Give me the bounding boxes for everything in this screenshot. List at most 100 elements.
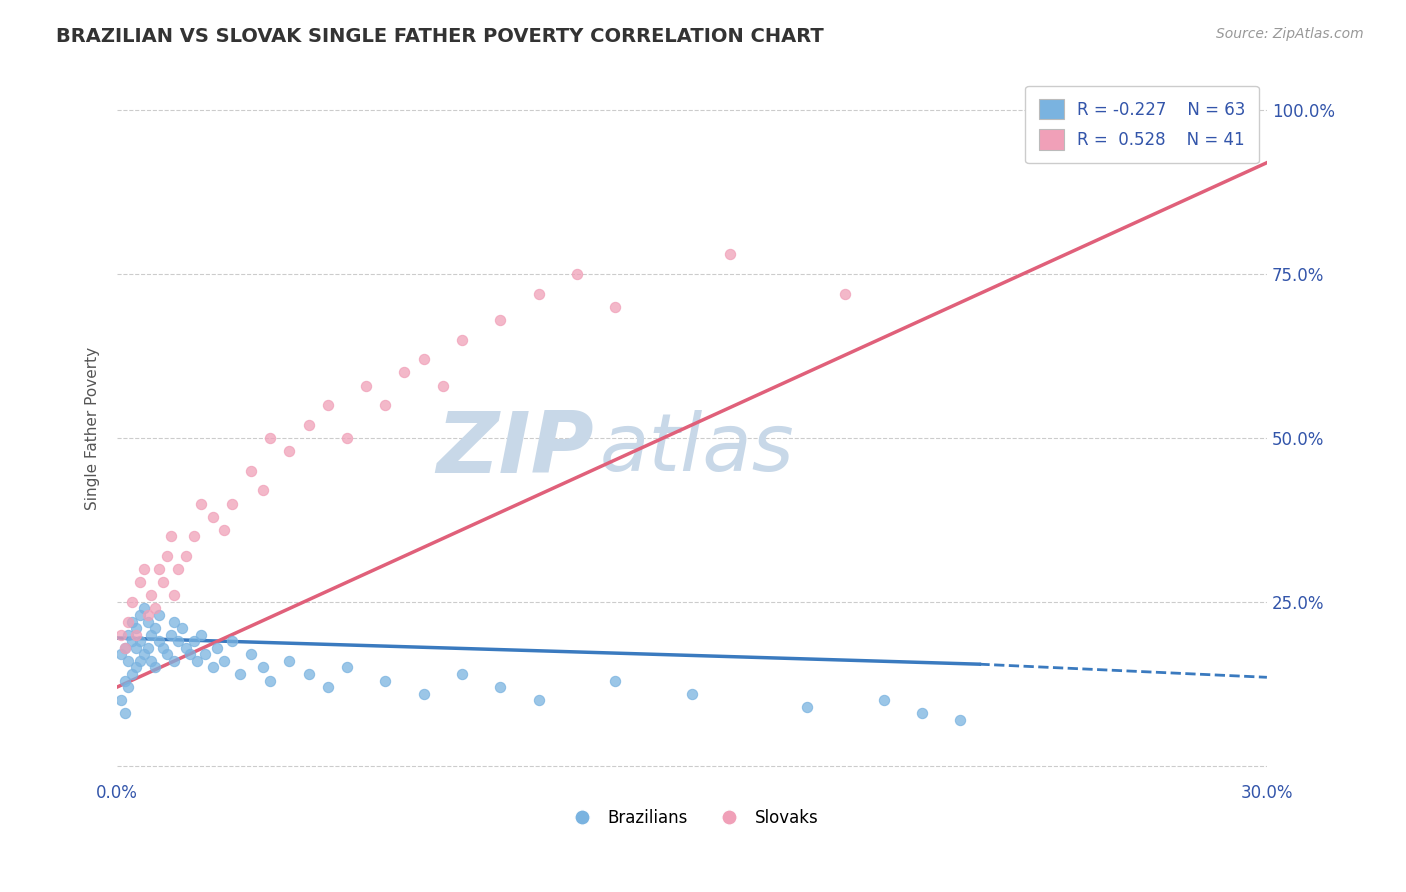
Point	[136, 607, 159, 622]
Point	[125, 660, 148, 674]
Point	[336, 660, 359, 674]
Point	[163, 654, 186, 668]
Point	[201, 660, 224, 674]
Point	[278, 654, 301, 668]
Point	[121, 595, 143, 609]
Point	[129, 575, 152, 590]
Point	[152, 640, 174, 655]
Point	[316, 680, 339, 694]
Point	[121, 615, 143, 629]
Point	[872, 693, 894, 707]
Point	[451, 333, 474, 347]
Point	[183, 634, 205, 648]
Point	[114, 706, 136, 721]
Point	[565, 267, 588, 281]
Point	[179, 648, 201, 662]
Point	[125, 621, 148, 635]
Point	[214, 523, 236, 537]
Point	[141, 654, 163, 668]
Point	[194, 648, 217, 662]
Point	[121, 667, 143, 681]
Point	[316, 398, 339, 412]
Point	[205, 640, 228, 655]
Legend: Brazilians, Slovaks: Brazilians, Slovaks	[560, 803, 825, 834]
Point	[121, 634, 143, 648]
Text: Source: ZipAtlas.com: Source: ZipAtlas.com	[1216, 27, 1364, 41]
Point	[489, 680, 512, 694]
Point	[141, 588, 163, 602]
Point	[129, 654, 152, 668]
Point	[110, 648, 132, 662]
Point	[374, 398, 396, 412]
Point	[278, 444, 301, 458]
Point	[190, 628, 212, 642]
Point	[132, 562, 155, 576]
Point	[114, 640, 136, 655]
Point	[148, 634, 170, 648]
Point	[141, 628, 163, 642]
Point	[132, 601, 155, 615]
Point	[240, 648, 263, 662]
Point	[163, 588, 186, 602]
Point	[132, 648, 155, 662]
Point	[214, 654, 236, 668]
Point	[167, 562, 190, 576]
Point	[252, 660, 274, 674]
Point	[159, 529, 181, 543]
Point	[489, 313, 512, 327]
Point	[527, 693, 550, 707]
Point	[148, 562, 170, 576]
Point	[143, 601, 166, 615]
Point	[163, 615, 186, 629]
Point	[911, 706, 934, 721]
Point	[183, 529, 205, 543]
Point	[152, 575, 174, 590]
Point	[156, 549, 179, 563]
Point	[136, 615, 159, 629]
Point	[298, 667, 321, 681]
Point	[156, 648, 179, 662]
Point	[110, 693, 132, 707]
Point	[681, 687, 703, 701]
Point	[129, 634, 152, 648]
Point	[259, 431, 281, 445]
Point	[167, 634, 190, 648]
Text: BRAZILIAN VS SLOVAK SINGLE FATHER POVERTY CORRELATION CHART: BRAZILIAN VS SLOVAK SINGLE FATHER POVERT…	[56, 27, 824, 45]
Point	[186, 654, 208, 668]
Point	[949, 713, 972, 727]
Point	[259, 673, 281, 688]
Point	[190, 497, 212, 511]
Point	[354, 378, 377, 392]
Point	[172, 621, 194, 635]
Point	[143, 660, 166, 674]
Point	[412, 687, 434, 701]
Point	[412, 352, 434, 367]
Point	[432, 378, 454, 392]
Point	[298, 417, 321, 432]
Point	[796, 699, 818, 714]
Y-axis label: Single Father Poverty: Single Father Poverty	[86, 347, 100, 509]
Point	[451, 667, 474, 681]
Point	[143, 621, 166, 635]
Point	[201, 509, 224, 524]
Point	[125, 628, 148, 642]
Text: atlas: atlas	[600, 410, 794, 488]
Point	[718, 247, 741, 261]
Point	[114, 673, 136, 688]
Point	[336, 431, 359, 445]
Point	[136, 640, 159, 655]
Point	[221, 497, 243, 511]
Point	[252, 483, 274, 498]
Point	[110, 628, 132, 642]
Point	[394, 366, 416, 380]
Point	[527, 286, 550, 301]
Point	[148, 607, 170, 622]
Point	[114, 640, 136, 655]
Point	[834, 286, 856, 301]
Point	[605, 673, 627, 688]
Point	[117, 628, 139, 642]
Point	[374, 673, 396, 688]
Point	[174, 549, 197, 563]
Point	[159, 628, 181, 642]
Point	[174, 640, 197, 655]
